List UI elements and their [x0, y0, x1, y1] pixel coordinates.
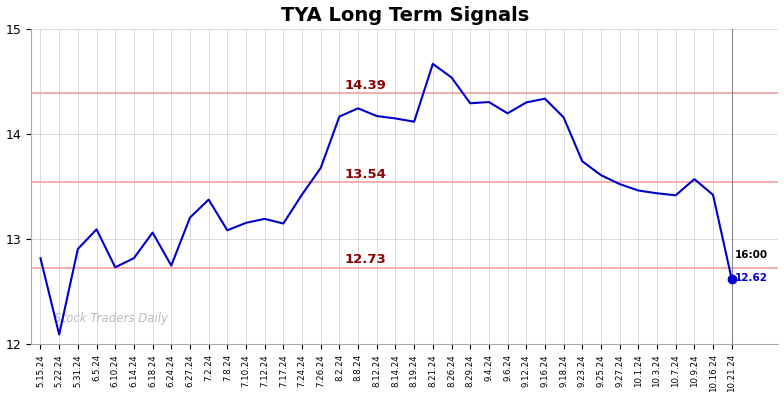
Title: TYA Long Term Signals: TYA Long Term Signals	[281, 6, 529, 25]
Text: 14.39: 14.39	[345, 79, 387, 92]
Text: 12.62: 12.62	[735, 273, 768, 283]
Text: Stock Traders Daily: Stock Traders Daily	[53, 312, 168, 326]
Text: 16:00: 16:00	[735, 250, 768, 260]
Text: 13.54: 13.54	[345, 168, 387, 181]
Text: 12.73: 12.73	[345, 254, 387, 267]
